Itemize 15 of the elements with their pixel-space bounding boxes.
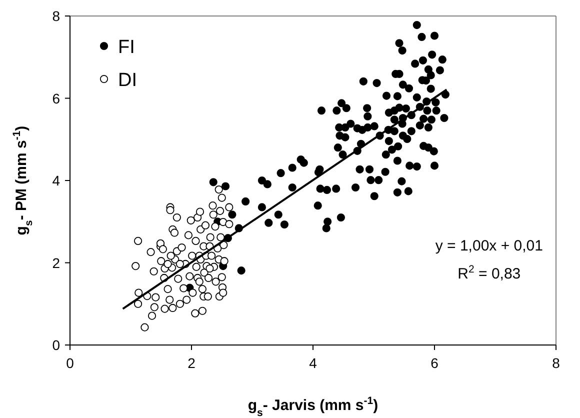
y-tick-label: 2: [52, 254, 60, 271]
legend-label: DI: [118, 70, 137, 91]
y-tick-label: 0: [52, 337, 60, 353]
x-tick-label: 6: [430, 355, 439, 371]
x-tick-label: 4: [309, 355, 318, 371]
y-tick-label: 4: [52, 172, 60, 188]
annotation: R$^{2}$ = 0,83: [458, 263, 521, 282]
y-tick-label: 6: [52, 90, 60, 106]
x-axis-title: g$_{s}$- Jarvis (mm s$^{-1}$): [248, 395, 378, 418]
x-tick-label: 2: [188, 355, 196, 371]
x-tick-label: 0: [66, 355, 74, 371]
y-tick-label: 8: [52, 8, 60, 24]
legend-label: FI: [118, 37, 135, 58]
x-tick-label: 8: [552, 355, 560, 371]
annotation: y = 1,00x + 0,01: [435, 237, 543, 254]
